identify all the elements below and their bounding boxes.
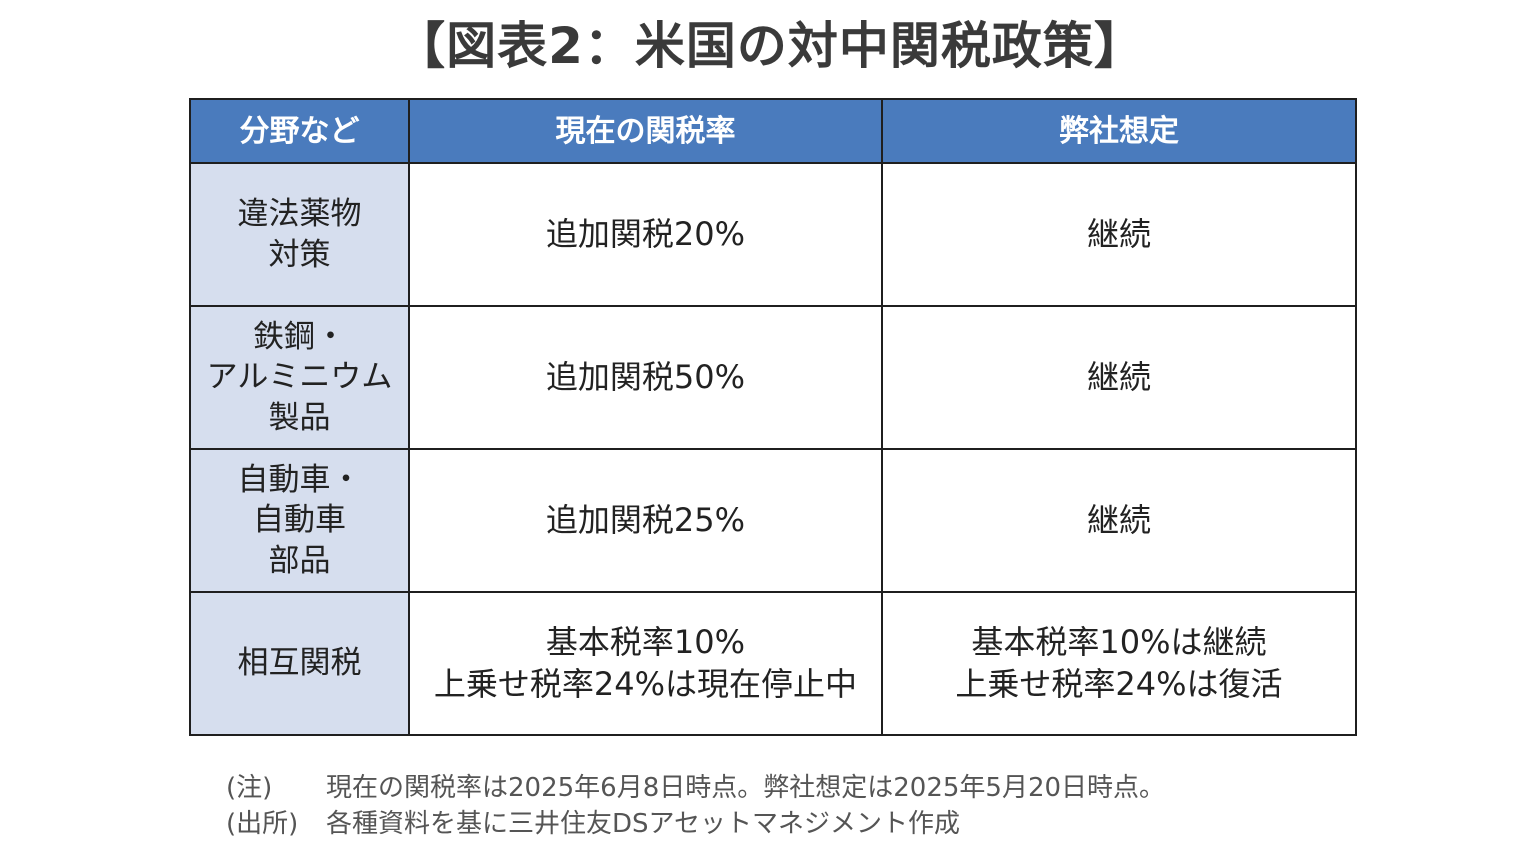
table-row: 鉄鋼・ アルミニウム 製品 追加関税50% 継続 [189,305,1357,450]
footnotes: (注) 現在の関税率は2025年6月8日時点。弊社想定は2025年5月20日時点… [226,770,1165,843]
category-cell: 違法薬物 対策 [189,162,410,307]
outlook-cell: 継続 [881,448,1357,593]
outlook-cell: 基本税率10%は継続 上乗せ税率24%は復活 [881,591,1357,736]
tariff-policy-table: 分野など 現在の関税率 弊社想定 違法薬物 対策 追加関税20% 継続 鉄鋼・ … [189,98,1357,736]
note-text: 現在の関税率は2025年6月8日時点。弊社想定は2025年5月20日時点。 [326,773,1166,803]
source-line: (出所) 各種資料を基に三井住友DSアセットマネジメント作成 [226,806,1165,842]
column-header-current-rate: 現在の関税率 [408,98,883,164]
category-cell: 相互関税 [189,591,410,736]
column-header-category: 分野など [189,98,410,164]
current-rate-cell: 追加関税20% [408,162,883,307]
category-cell: 自動車・ 自動車 部品 [189,448,410,593]
outlook-cell: 継続 [881,305,1357,450]
current-rate-cell: 追加関税50% [408,305,883,450]
source-label: (出所) [226,809,299,840]
current-rate-cell: 基本税率10% 上乗せ税率24%は現在停止中 [408,591,883,736]
outlook-cell: 継続 [881,162,1357,307]
note-label: (注) [226,773,273,803]
category-cell: 鉄鋼・ アルミニウム 製品 [189,305,410,450]
page-title: 【図表2：米国の対中関税政策】 [395,17,1145,75]
table-header-row: 分野など 現在の関税率 弊社想定 [189,98,1357,164]
source-text: 各種資料を基に三井住友DSアセットマネジメント作成 [326,809,961,840]
column-header-outlook: 弊社想定 [881,98,1357,164]
table-row: 自動車・ 自動車 部品 追加関税25% 継続 [189,448,1357,593]
table-row: 相互関税 基本税率10% 上乗せ税率24%は現在停止中 基本税率10%は継続 上… [189,591,1357,736]
note-line: (注) 現在の関税率は2025年6月8日時点。弊社想定は2025年5月20日時点… [226,770,1165,806]
table-row: 違法薬物 対策 追加関税20% 継続 [189,162,1357,307]
current-rate-cell: 追加関税25% [408,448,883,593]
